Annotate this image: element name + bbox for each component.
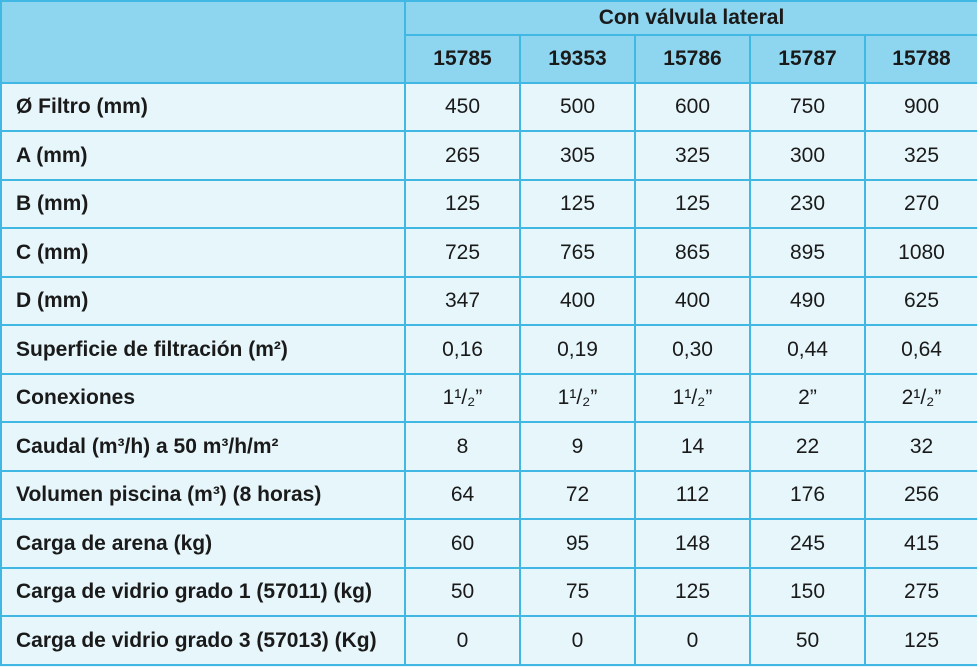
table-cell: 125 (404, 179, 521, 229)
row-label: Superficie de filtración (m²) (0, 324, 406, 375)
table-row: D (mm) 347 400 400 490 625 (0, 276, 977, 326)
table-cell: 9 (519, 421, 636, 472)
table-cell: 95 (519, 518, 636, 569)
model-code: 15785 (404, 34, 521, 84)
table-cell: 415 (864, 518, 977, 569)
row-label: Caudal (m³/h) a 50 m³/h/m² (0, 421, 406, 472)
table-cell: 895 (749, 227, 866, 278)
row-label: D (mm) (0, 276, 406, 326)
model-code: 15787 (749, 34, 866, 84)
table-cell: 725 (404, 227, 521, 278)
table-row: C (mm) 725 765 865 895 1080 (0, 227, 977, 278)
table-cell: 750 (749, 82, 866, 132)
row-label: B (mm) (0, 179, 406, 229)
table-row: Superficie de filtración (m²) 0,16 0,19 0,3… (0, 324, 977, 375)
model-codes-row: 15785 19353 15786 15787 15788 (1, 34, 977, 84)
corner-cell (0, 0, 406, 84)
table-cell: 1¹/₂” (404, 373, 521, 423)
table-cell: 125 (634, 179, 751, 229)
table-cell: 64 (404, 470, 521, 520)
table-cell: 176 (749, 470, 866, 520)
table-cell: 0,19 (519, 324, 636, 375)
table-cell: 72 (519, 470, 636, 520)
table-cell: 0 (404, 615, 521, 666)
table-cell: 305 (519, 130, 636, 181)
table-cell: 400 (634, 276, 751, 326)
table-cell: 150 (749, 567, 866, 617)
table-cell: 14 (634, 421, 751, 472)
table-row: B (mm) 125 125 125 230 270 (0, 179, 977, 229)
table-cell: 50 (404, 567, 521, 617)
row-label: Carga de arena (kg) (0, 518, 406, 569)
table-cell: 1¹/₂” (634, 373, 751, 423)
table-cell: 2¹/₂” (864, 373, 977, 423)
row-label: Conexiones (0, 373, 406, 423)
table-cell: 865 (634, 227, 751, 278)
table-cell: 490 (749, 276, 866, 326)
row-label: Ø Filtro (mm) (0, 82, 406, 132)
table-cell: 0,16 (404, 324, 521, 375)
table-cell: 270 (864, 179, 977, 229)
table-row: Caudal (m³/h) a 50 m³/h/m² 8 9 14 22 32 (0, 421, 977, 472)
model-code: 19353 (519, 34, 636, 84)
table-body: Ø Filtro (mm) 450 500 600 750 900 A (mm) 265 305… (0, 82, 977, 666)
table-cell: 265 (404, 130, 521, 181)
table-row: Carga de vidrio grado 3 (57013) (Kg) 0 0 0 5… (0, 615, 977, 666)
table-cell: 32 (864, 421, 977, 472)
table-row: Volumen piscina (m³) (8 horas) 64 72 112 176… (0, 470, 977, 520)
row-label: Carga de vidrio grado 1 (57011) (kg) (0, 567, 406, 617)
table-cell: 625 (864, 276, 977, 326)
table-cell: 125 (864, 615, 977, 666)
table-cell: 0 (519, 615, 636, 666)
table-cell: 230 (749, 179, 866, 229)
table-cell: 148 (634, 518, 751, 569)
table-cell: 22 (749, 421, 866, 472)
table-cell: 60 (404, 518, 521, 569)
table-cell: 75 (519, 567, 636, 617)
table-cell: 112 (634, 470, 751, 520)
row-label: Carga de vidrio grado 3 (57013) (Kg) (0, 615, 406, 666)
table-cell: 0 (634, 615, 751, 666)
table-cell: 765 (519, 227, 636, 278)
table-cell: 325 (634, 130, 751, 181)
table-cell: 347 (404, 276, 521, 326)
table-cell: 245 (749, 518, 866, 569)
table-cell: 50 (749, 615, 866, 666)
model-code: 15786 (634, 34, 751, 84)
table-cell: 500 (519, 82, 636, 132)
table-cell: 400 (519, 276, 636, 326)
table-cell: 600 (634, 82, 751, 132)
table-row: A (mm) 265 305 325 300 325 (0, 130, 977, 181)
table-cell: 8 (404, 421, 521, 472)
table-cell: 0,44 (749, 324, 866, 375)
table-cell: 900 (864, 82, 977, 132)
table-row: Conexiones 1¹/₂” 1¹/₂” 1¹/₂” 2” 2¹/₂” (0, 373, 977, 423)
model-code: 15788 (864, 34, 977, 84)
table-cell: 2” (749, 373, 866, 423)
table-cell: 450 (404, 82, 521, 132)
table-row: Carga de vidrio grado 1 (57011) (kg) 50 75… (0, 567, 977, 617)
group-title: Con válvula lateral (404, 0, 977, 36)
table-cell: 300 (749, 130, 866, 181)
group-header-row: Con válvula lateral (0, 0, 977, 84)
row-label: A (mm) (0, 130, 406, 181)
table-cell: 275 (864, 567, 977, 617)
table-row: Ø Filtro (mm) 450 500 600 750 900 (0, 82, 977, 132)
table-cell: 125 (519, 179, 636, 229)
row-label: Volumen piscina (m³) (8 horas) (0, 470, 406, 520)
table-cell: 1080 (864, 227, 977, 278)
row-label: C (mm) (0, 227, 406, 278)
table-cell: 125 (634, 567, 751, 617)
table-cell: 0,30 (634, 324, 751, 375)
table-cell: 0,64 (864, 324, 977, 375)
table-row: Carga de arena (kg) 60 95 148 245 415 (0, 518, 977, 569)
table-cell: 1¹/₂” (519, 373, 636, 423)
table-cell: 325 (864, 130, 977, 181)
table-cell: 256 (864, 470, 977, 520)
